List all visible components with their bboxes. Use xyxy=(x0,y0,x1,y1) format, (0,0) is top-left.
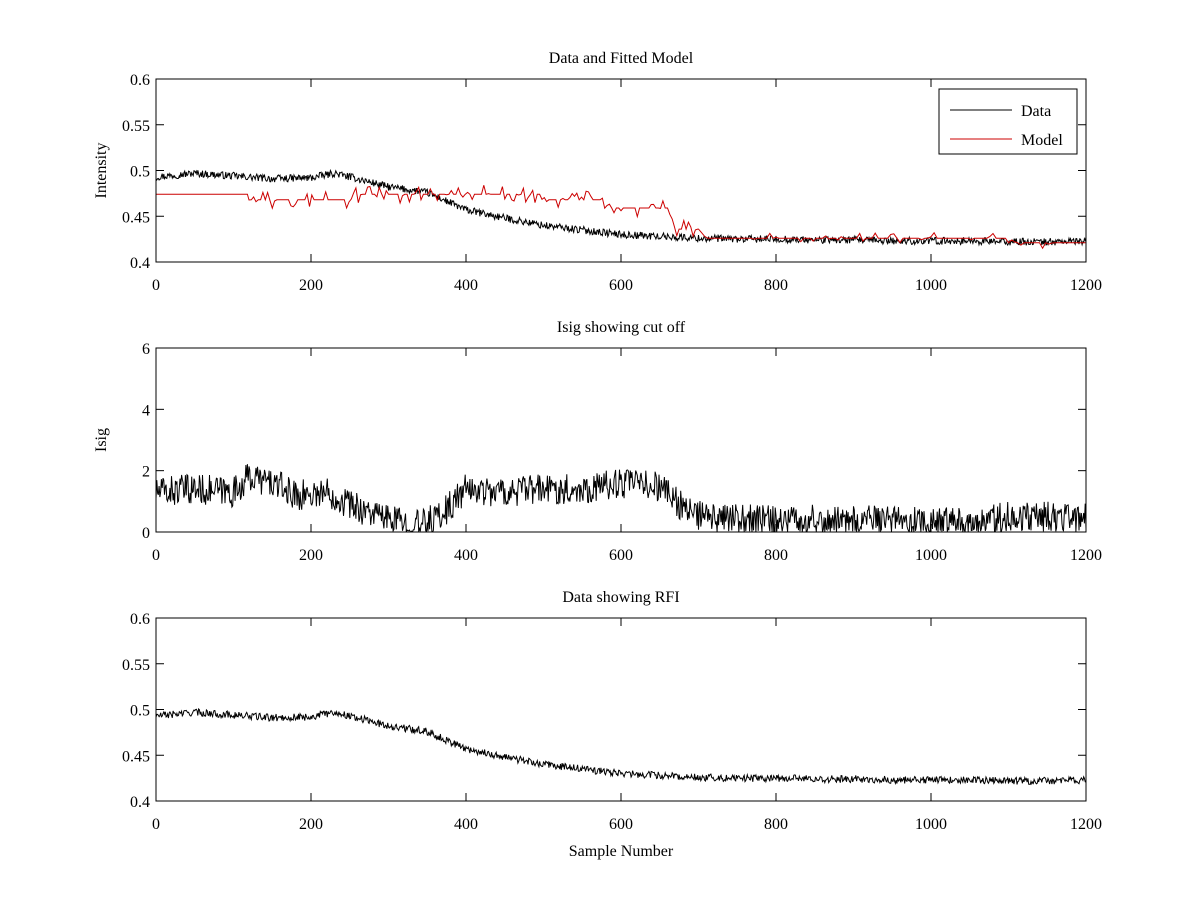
x-tick-label: 600 xyxy=(609,816,633,833)
y-tick-label: 0.45 xyxy=(122,209,150,226)
series-line-signal xyxy=(156,707,1086,786)
y-tick-label: 0.5 xyxy=(130,703,150,720)
series-line-data xyxy=(156,168,1086,247)
y-tick-label: 6 xyxy=(142,341,150,358)
legend-label: Model xyxy=(1021,132,1063,149)
x-tick-label: 400 xyxy=(454,277,478,294)
x-tick-label: 1200 xyxy=(1070,816,1102,833)
y-tick-label: 0.55 xyxy=(122,118,150,135)
y-tick-label: 0.6 xyxy=(130,72,150,89)
panel-1: 0 200 400 600 800 1000 1200 0.4 0.45 0.5 0.55 0.6 Da… xyxy=(93,50,1102,294)
y-tick-label: 0.6 xyxy=(130,611,150,628)
x-tick-label: 400 xyxy=(454,816,478,833)
series-line-model xyxy=(156,185,1086,250)
chart-title: Data and Fitted Model xyxy=(549,50,694,67)
x-tick-label: 200 xyxy=(299,547,323,564)
y-tick-label: 0.55 xyxy=(122,657,150,674)
x-tick-label: 1000 xyxy=(915,547,947,564)
axes-box xyxy=(155,347,1087,533)
x-tick-label: 0 xyxy=(152,816,160,833)
x-axis-title: Sample Number xyxy=(569,843,674,860)
x-tick-label: 800 xyxy=(764,816,788,833)
x-tick-label: 600 xyxy=(609,547,633,564)
x-tick-label: 200 xyxy=(299,816,323,833)
y-tick-label: 0.4 xyxy=(130,794,150,811)
x-tick-label: 200 xyxy=(299,277,323,294)
x-tick-label: 800 xyxy=(764,547,788,564)
y-tick-label: 0.45 xyxy=(122,748,150,765)
x-tick-label: 0 xyxy=(152,277,160,294)
series-line-signal xyxy=(156,464,1086,532)
x-tick-label: 600 xyxy=(609,277,633,294)
y-tick-label: 2 xyxy=(142,464,150,481)
x-tick-label: 1200 xyxy=(1070,547,1102,564)
chart-title: Data showing RFI xyxy=(562,589,679,606)
y-tick-label: 0.5 xyxy=(130,164,150,181)
legend-box xyxy=(938,88,1078,155)
y-tick-label: 0 xyxy=(142,525,150,542)
y-tick-label: 4 xyxy=(142,402,150,419)
x-tick-label: 1000 xyxy=(915,277,947,294)
y-tick-label: 0.4 xyxy=(130,255,150,272)
panel-2: 0 200 400 600 800 1000 1200 0 2 4 6 Isig showing cu… xyxy=(93,319,1102,564)
x-tick-label: 1200 xyxy=(1070,277,1102,294)
x-tick-label: 800 xyxy=(764,277,788,294)
x-tick-label: 1000 xyxy=(915,816,947,833)
x-tick-label: 400 xyxy=(454,547,478,564)
legend-label: Data xyxy=(1021,103,1051,120)
y-axis-title: Isig xyxy=(93,428,110,452)
x-tick-label: 0 xyxy=(152,547,160,564)
chart-title: Isig showing cut off xyxy=(557,319,686,336)
panel-3: 0 200 400 600 800 1000 1200 0.4 0.45 0.5 0.55 0.6 Da… xyxy=(122,589,1102,860)
legend: Data Model xyxy=(938,88,1078,155)
y-axis-title: Intensity xyxy=(93,143,110,199)
